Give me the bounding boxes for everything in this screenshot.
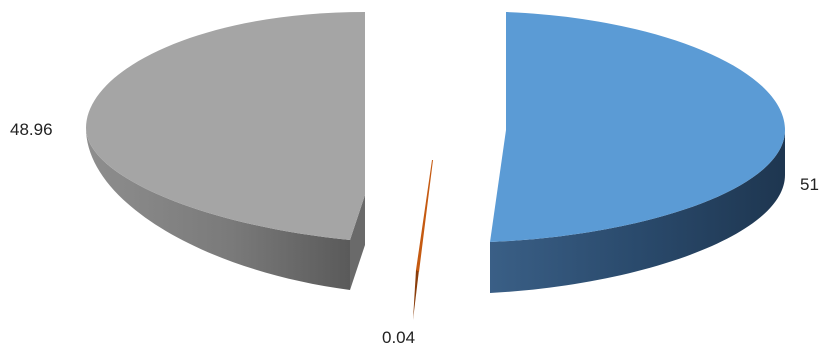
slice-0-04-top [416, 160, 433, 272]
data-label-0-04: 0.04 [382, 328, 415, 347]
slice-51-top [490, 12, 785, 242]
slice-0-04-side [413, 270, 419, 320]
slice-48-96-top [86, 12, 365, 240]
slice-48-96-side-back [350, 195, 365, 290]
slice-51-side [490, 130, 785, 293]
slice-48-96-side [86, 128, 350, 290]
data-label-51: 51 [800, 175, 819, 194]
slice-0-04 [413, 160, 433, 320]
data-label-48-96: 48.96 [10, 120, 53, 139]
slice-51 [490, 12, 785, 293]
slice-48-96 [86, 12, 365, 290]
